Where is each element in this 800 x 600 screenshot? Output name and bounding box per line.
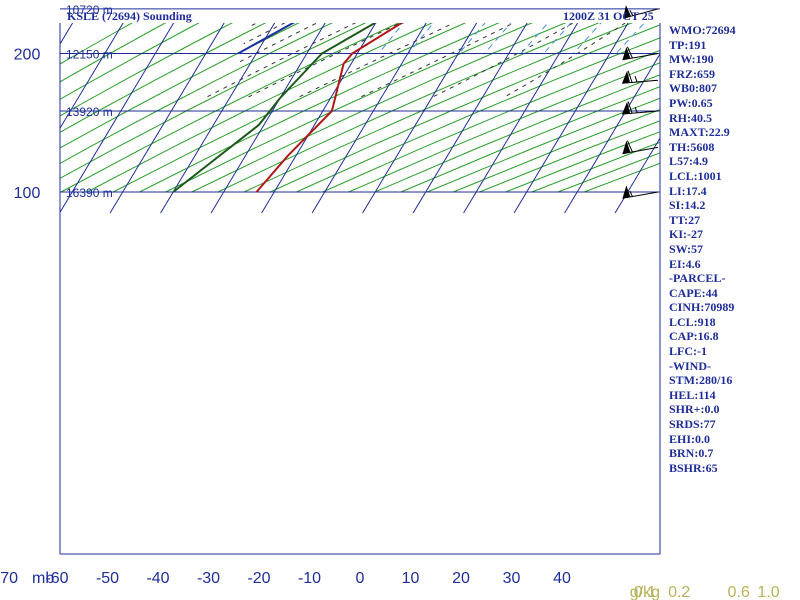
temperature-tick-label: -40 <box>146 570 169 587</box>
station-title: KSLE (72694) Sounding <box>67 9 192 23</box>
isotherm <box>564 53 660 214</box>
isotherm <box>60 23 124 130</box>
index-item: TH:5608 <box>669 139 715 154</box>
valid-time: 1200Z 31 OCT 25 <box>563 9 654 23</box>
index-item: HEL:114 <box>669 387 716 402</box>
isotherm <box>210 23 326 214</box>
pressure-unit-label: mb <box>32 570 54 587</box>
index-item: LCL:918 <box>669 314 716 329</box>
index-item: SW:57 <box>669 241 704 256</box>
index-item: LCL:1001 <box>669 168 722 183</box>
mixing-ratio-unit: g/kg <box>630 584 660 600</box>
index-item: EHI:0.0 <box>669 431 711 446</box>
background-lines <box>0 0 800 214</box>
index-item: CINH:70989 <box>669 300 735 315</box>
index-item: FRZ:659 <box>669 66 715 81</box>
index-item: SHR+:0.0 <box>669 402 720 417</box>
isotherm <box>463 23 579 214</box>
wind-barb <box>622 101 659 115</box>
index-item: STM:280/16 <box>669 373 733 388</box>
index-item: MAXT:22.9 <box>669 125 730 140</box>
temperature-tick-label: -10 <box>298 570 321 587</box>
index-item: MW:190 <box>669 52 714 67</box>
pressure-tick-label: 200 <box>14 47 41 64</box>
index-item: SRDS:77 <box>669 417 716 432</box>
index-item: SI:14.2 <box>669 198 706 213</box>
moist-adiabat <box>251 23 258 27</box>
temperature-tick-label: -50 <box>96 570 119 587</box>
index-item: EI:4.6 <box>669 256 701 271</box>
wind-barb <box>622 185 659 199</box>
wind-barbs <box>622 5 659 199</box>
mixing-ratio-label: 0.2 <box>668 584 690 600</box>
pressure-tick-label: 100 <box>14 185 41 202</box>
index-item: WMO:72694 <box>669 23 736 37</box>
index-item: RH:40.5 <box>669 110 712 125</box>
temperature-tick-label: 0 <box>356 570 365 587</box>
isotherm <box>0 0 57 213</box>
temperature-tick-label: 30 <box>503 570 521 587</box>
isotherm <box>513 23 629 214</box>
index-item: LI:17.4 <box>669 183 707 198</box>
index-item: WB0:807 <box>669 81 717 96</box>
temperature-tick-label: -70 <box>0 570 18 587</box>
temperature-tick-label: -20 <box>247 570 270 587</box>
isotherm <box>160 23 276 214</box>
mixing-ratio-label: 0.1 <box>634 584 656 600</box>
temperature-tick-label: 20 <box>452 570 470 587</box>
index-item: PW:0.65 <box>669 95 713 110</box>
wind-barb <box>622 46 659 61</box>
moist-adiabat <box>259 0 800 9</box>
mixing-ratio-label: 1.0 <box>757 584 779 600</box>
temperature-tick-label: -30 <box>197 570 220 587</box>
temperature-tick-label: -60 <box>45 570 68 587</box>
index-item: LFC:-1 <box>669 344 707 359</box>
isotherm <box>311 23 427 214</box>
index-item: -WIND- <box>669 358 711 373</box>
mixing-ratio-label: 0.6 <box>727 584 749 600</box>
wind-barb <box>623 5 659 19</box>
index-item: KI:-27 <box>669 227 703 242</box>
temperature-tick-label: 10 <box>402 570 420 587</box>
height-label: 16390 m <box>66 186 113 200</box>
isotherm <box>362 23 478 214</box>
pressure-grid <box>59 8 661 555</box>
index-item: TT:27 <box>669 212 701 227</box>
isotherm <box>60 23 175 214</box>
isotherm <box>109 23 225 214</box>
isotherm <box>412 23 528 214</box>
index-item: CAP:16.8 <box>669 329 719 344</box>
wind-barb <box>622 70 659 84</box>
isotherm <box>261 23 377 214</box>
height-label: 10720 m <box>66 3 113 17</box>
index-item: BRN:0.7 <box>669 446 714 461</box>
index-item: TP:191 <box>669 37 707 52</box>
index-item: L57:4.9 <box>669 154 708 169</box>
index-item: BSHR:65 <box>669 460 718 475</box>
index-item: -PARCEL- <box>669 271 726 286</box>
wind-barb <box>622 140 659 155</box>
height-label: 13920 m <box>66 105 113 119</box>
temperature-tick-label: 40 <box>553 570 571 587</box>
height-label: 12150 m <box>66 48 113 62</box>
index-item: CAPE:44 <box>669 285 718 300</box>
sounding-indices: WMO:72694 TP:191 MW:190 FRZ:659 WB0:807 PW:0.… <box>669 23 799 475</box>
